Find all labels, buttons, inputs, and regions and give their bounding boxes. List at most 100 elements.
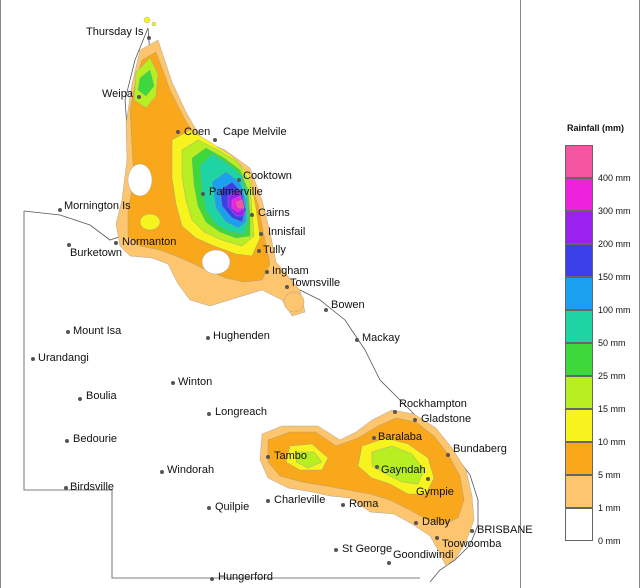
legend-swatch	[565, 145, 593, 178]
marker-longreach	[207, 412, 211, 416]
label-cairns: Cairns	[258, 207, 290, 219]
marker-gympie	[426, 477, 430, 481]
marker-townsville	[285, 285, 289, 289]
marker-ingham	[265, 270, 269, 274]
legend-label: 100 mm	[598, 305, 631, 315]
marker-winton	[171, 381, 175, 385]
marker-charleville	[266, 499, 270, 503]
queensland-map	[23, 16, 479, 583]
marker-cape-melvile	[213, 138, 217, 142]
marker-bowen	[324, 308, 328, 312]
frame-left	[0, 0, 1, 588]
townsville-island	[283, 291, 305, 313]
marker-rockhampton	[393, 410, 397, 414]
label-mount-isa: Mount Isa	[73, 325, 122, 337]
label-rockhampton: Rockhampton	[399, 398, 467, 410]
label-tully: Tully	[263, 244, 286, 256]
legend-swatch	[565, 211, 593, 244]
marker-normanton	[114, 241, 118, 245]
marker-goondiwindi	[387, 561, 391, 565]
marker-weipa	[137, 95, 141, 99]
legend-label: 0 mm	[598, 536, 621, 546]
label-palmerville: Palmerville	[209, 186, 263, 198]
label-gympie: Gympie	[416, 486, 454, 498]
legend-label: 300 mm	[598, 206, 631, 216]
marker-boulia	[78, 397, 82, 401]
marker-coen	[176, 130, 180, 134]
marker-burketown	[67, 243, 71, 247]
label-coen: Coen	[184, 126, 211, 138]
marker-innisfail	[259, 232, 263, 236]
label-townsville: Townsville	[290, 277, 341, 289]
legend-label: 200 mm	[598, 239, 631, 249]
marker-birdsville	[64, 486, 68, 490]
rain-400mm	[235, 199, 245, 209]
label-weipa: Weipa	[102, 88, 133, 100]
label-boulia: Boulia	[86, 390, 117, 402]
marker-urandangi	[31, 357, 35, 361]
legend-title: Rainfall (mm)	[567, 123, 625, 133]
label-dalby: Dalby	[422, 516, 451, 528]
label-mackay: Mackay	[362, 332, 400, 344]
marker-hughenden	[206, 336, 210, 340]
label-toowoomba: Toowoomba	[442, 538, 502, 550]
legend-swatch	[565, 178, 593, 211]
legend-label: 400 mm	[598, 173, 631, 183]
marker-roma	[341, 503, 345, 507]
dry-patch	[127, 163, 153, 197]
marker-gladstone	[413, 418, 417, 422]
marker-mount-isa	[66, 330, 70, 334]
marker-tambo	[266, 455, 270, 459]
label-gayndah: Gayndah	[381, 464, 426, 476]
label-gladstone: Gladstone	[421, 413, 472, 425]
marker-mackay	[355, 338, 359, 342]
label-baralaba: Baralaba	[378, 431, 423, 443]
marker-thursday-is	[147, 36, 151, 40]
label-longreach: Longreach	[215, 406, 267, 418]
marker-st-george	[334, 548, 338, 552]
legend-swatch	[565, 244, 593, 277]
marker-bedourie	[65, 439, 69, 443]
legend-swatch	[565, 508, 593, 541]
marker-palmerville	[201, 192, 205, 196]
state-border	[23, 211, 420, 579]
legend-label: 1 mm	[598, 503, 621, 513]
label-cooktown: Cooktown	[243, 170, 292, 182]
marker-dalby	[414, 521, 418, 525]
dry-patch	[139, 213, 161, 231]
label-birdsville: Birdsville	[70, 481, 115, 493]
label-charleville: Charleville	[274, 494, 326, 506]
label-hungerford: Hungerford	[218, 571, 274, 583]
marker-mornington-is	[58, 208, 62, 212]
legend-label: 15 mm	[598, 404, 626, 414]
label-bundaberg: Bundaberg	[453, 443, 507, 455]
legend-label: 10 mm	[598, 437, 626, 447]
marker-windorah	[160, 470, 164, 474]
label-urandangi: Urandangi	[38, 352, 89, 364]
marker-cairns	[250, 213, 254, 217]
marker-gayndah	[375, 465, 379, 469]
marker-cooktown	[237, 178, 241, 182]
label-bedourie: Bedourie	[73, 433, 118, 445]
marker-toowoomba	[435, 536, 439, 540]
legend-swatch	[565, 376, 593, 409]
label-bowen: Bowen	[331, 299, 365, 311]
dry-patch	[201, 249, 231, 275]
label-cape-melvile: Cape Melvile	[223, 126, 287, 138]
legend-swatch	[565, 310, 593, 343]
legend-label: 150 mm	[598, 272, 631, 282]
legend-swatch	[565, 475, 593, 508]
legend-swatch	[565, 343, 593, 376]
label-goondiwindi: Goondiwindi	[393, 549, 454, 561]
frame-divider	[520, 0, 521, 588]
marker-brisbane	[470, 529, 474, 533]
marker-baralaba	[372, 436, 376, 440]
legend-swatch	[565, 277, 593, 310]
legend-label: 25 mm	[598, 371, 626, 381]
marker-hungerford	[210, 577, 214, 581]
label-st-george: St George	[342, 543, 393, 555]
label-brisbane: BRISBANE	[477, 524, 533, 536]
label-winton: Winton	[178, 376, 213, 388]
label-normanton: Normanton	[122, 236, 177, 248]
